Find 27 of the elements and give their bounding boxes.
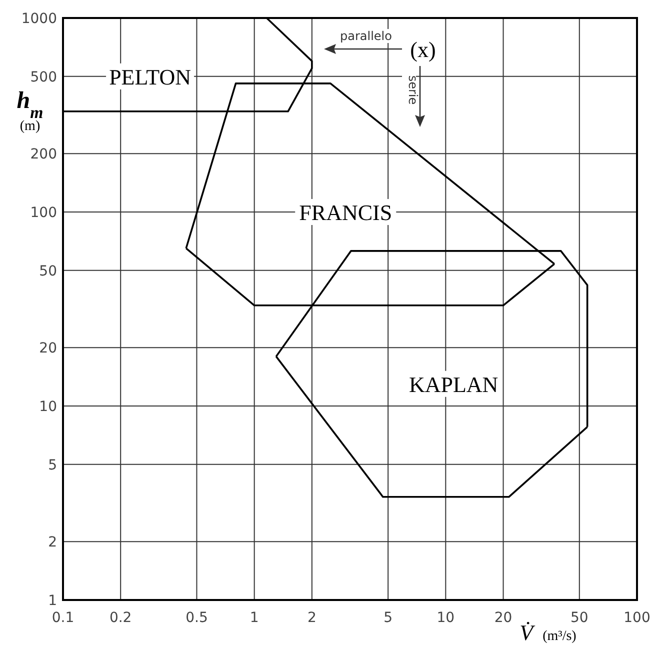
annotation: (x) (410, 37, 436, 62)
annotation: PELTON (109, 64, 192, 90)
x-tick-label: 0.2 (109, 610, 132, 626)
annotation: FRANCIS (299, 200, 392, 225)
annotation: serie (406, 75, 420, 105)
x-tick-label: 2 (307, 610, 316, 626)
y-tick-label: 2 (48, 534, 57, 551)
y-tick-label: 1000 (21, 11, 57, 27)
x-tick-label: 50 (570, 610, 588, 626)
x-tick-label: 0.5 (186, 610, 208, 626)
x-tick-label: 100 (624, 610, 650, 626)
y-tick-label: 10 (39, 399, 57, 415)
y-tick-label: 500 (30, 69, 57, 86)
x-tick-label: 1 (250, 610, 259, 626)
x-tick-label: 5 (384, 610, 393, 626)
x-tick-label: 10 (436, 610, 455, 626)
y-axis-title: h$_{m}$ (m) (16, 88, 44, 134)
annotation: KAPLAN (408, 372, 498, 397)
y-tick-label: 1 (48, 593, 57, 609)
x-tick-label: 20 (494, 610, 512, 626)
x-tick-label: 0.1 (52, 610, 74, 626)
y-tick-label: 100 (30, 205, 57, 221)
y-tick-label: 5 (48, 457, 57, 474)
y-tick-label: 20 (39, 340, 57, 357)
y-tick-label: 200 (30, 146, 57, 163)
y-tick-label: 50 (39, 263, 57, 280)
annotation: parallelo (340, 29, 392, 43)
